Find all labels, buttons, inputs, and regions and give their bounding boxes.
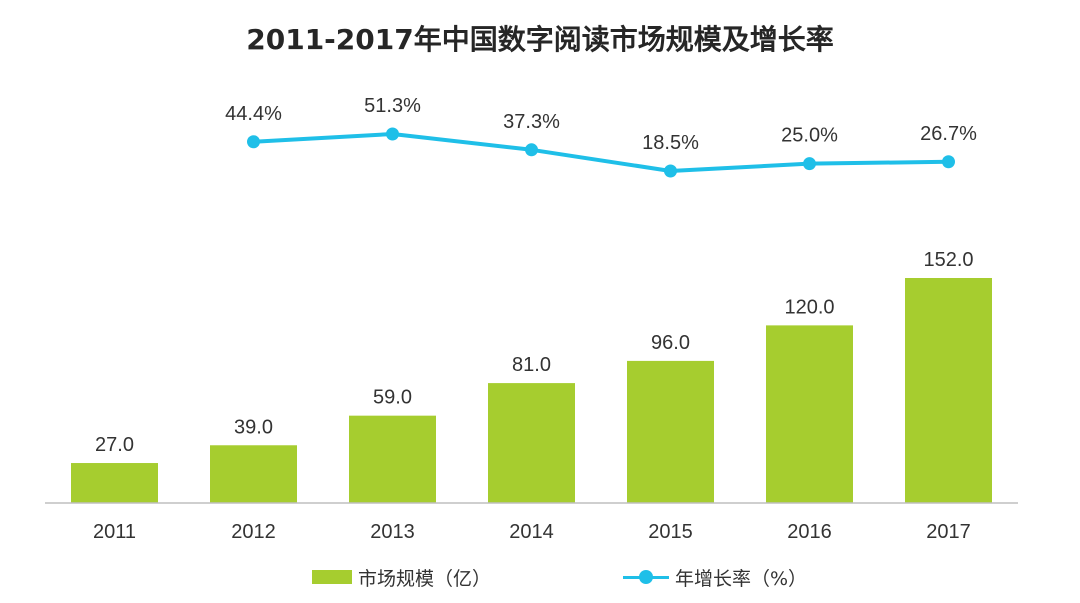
point-2014 bbox=[525, 143, 538, 157]
bar-2016 bbox=[766, 325, 853, 503]
rate-label-2016: 25.0% bbox=[781, 125, 838, 147]
bar-label-2011: 27.0 bbox=[95, 434, 134, 456]
x-tick-2017: 2017 bbox=[926, 521, 971, 543]
rate-label-2014: 37.3% bbox=[503, 111, 560, 133]
legend-bar: 市场规模（亿） bbox=[312, 562, 491, 592]
growth-rate-data-labels: 44.4% 51.3% 37.3% 18.5% 25.0% 26.7% bbox=[225, 95, 977, 154]
legend-bar-label: 市场规模（亿） bbox=[358, 567, 492, 590]
point-2017 bbox=[942, 155, 955, 169]
point-2016 bbox=[803, 157, 816, 171]
rate-label-2013: 51.3% bbox=[364, 95, 421, 117]
legend-bar-swatch bbox=[312, 570, 352, 584]
bar-label-2014: 81.0 bbox=[512, 354, 551, 376]
x-tick-2015: 2015 bbox=[648, 521, 693, 543]
bar-label-2012: 39.0 bbox=[234, 416, 273, 438]
legend-line-swatch bbox=[623, 570, 669, 584]
point-2015 bbox=[664, 164, 677, 178]
x-tick-2013: 2013 bbox=[370, 521, 415, 543]
bar-2011 bbox=[71, 463, 158, 503]
bar-series bbox=[71, 278, 992, 503]
growth-rate-points bbox=[247, 127, 955, 178]
point-2012 bbox=[247, 135, 260, 149]
growth-rate-line bbox=[253, 132, 949, 173]
rate-label-2015: 18.5% bbox=[642, 132, 699, 154]
x-tick-2014: 2014 bbox=[509, 521, 554, 543]
bar-label-2013: 59.0 bbox=[373, 387, 412, 409]
bar-2013 bbox=[349, 415, 436, 503]
bar-2015 bbox=[627, 360, 714, 503]
bar-label-2016: 120.0 bbox=[784, 296, 834, 318]
legend-line: 年增长率（%） bbox=[623, 562, 807, 592]
chart-title: 2011-2017年中国数字阅读市场规模及增长率 bbox=[246, 23, 834, 56]
x-tick-2011: 2011 bbox=[93, 521, 136, 543]
bar-2012 bbox=[210, 445, 297, 503]
rate-label-2017: 26.7% bbox=[920, 123, 977, 145]
bar-label-2017: 152.0 bbox=[923, 249, 973, 271]
bar-label-2015: 96.0 bbox=[651, 332, 690, 354]
legend-line-label: 年增长率（%） bbox=[675, 567, 808, 590]
bar-2017 bbox=[905, 278, 992, 503]
rate-label-2012: 44.4% bbox=[225, 103, 282, 125]
x-tick-2016: 2016 bbox=[787, 521, 832, 543]
bar-2014 bbox=[488, 383, 575, 503]
point-2013 bbox=[386, 127, 399, 141]
x-axis-tick-labels: 2011 2012 2013 2014 2015 2016 2017 bbox=[93, 521, 971, 543]
bar-data-labels: 27.0 39.0 59.0 81.0 96.0 120.0 152.0 bbox=[95, 249, 974, 456]
x-tick-2012: 2012 bbox=[231, 521, 276, 543]
